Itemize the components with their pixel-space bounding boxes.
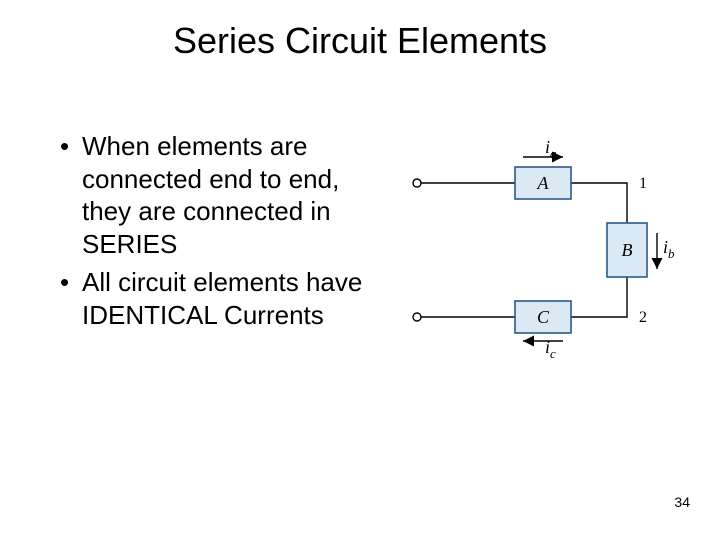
svg-text:2: 2: [639, 309, 647, 326]
page-number: 34: [674, 494, 690, 510]
circuit-diagram: ABC12iaibic: [395, 125, 705, 425]
bullet-item: • When elements are connected end to end…: [60, 130, 380, 260]
bullet-list: • When elements are connected end to end…: [60, 130, 380, 337]
bullet-text: All circuit elements have IDENTICAL Curr…: [82, 266, 380, 331]
svg-text:C: C: [537, 307, 550, 327]
svg-text:B: B: [622, 240, 633, 260]
svg-text:A: A: [537, 173, 550, 193]
circuit-svg: ABC12iaibic: [395, 125, 705, 385]
bullet-text: When elements are connected end to end, …: [82, 130, 380, 260]
svg-text:ib: ib: [663, 237, 675, 261]
svg-text:1: 1: [639, 175, 647, 192]
slide-title: Series Circuit Elements: [0, 20, 720, 62]
bullet-marker: •: [60, 266, 82, 331]
bullet-marker: •: [60, 130, 82, 260]
slide: Series Circuit Elements • When elements …: [0, 0, 720, 540]
bullet-item: • All circuit elements have IDENTICAL Cu…: [60, 266, 380, 331]
